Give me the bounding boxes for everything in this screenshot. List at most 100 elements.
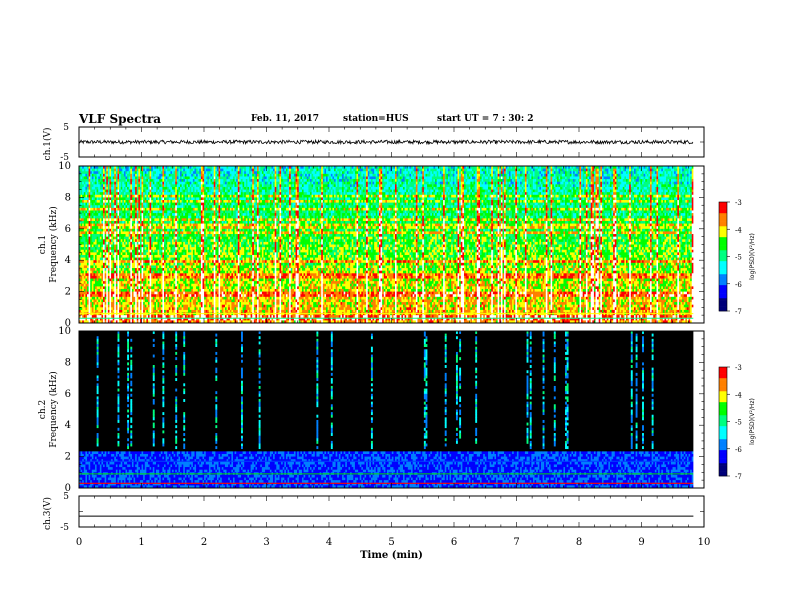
spectrogram-cell xyxy=(88,260,91,264)
spectrogram-cell xyxy=(91,304,94,308)
spectrogram-cell xyxy=(106,281,109,285)
spectrogram-cell xyxy=(83,197,86,201)
spectrogram-cell xyxy=(106,278,109,282)
y-tick-label: -5 xyxy=(60,153,69,163)
spectrogram-cell xyxy=(127,210,130,214)
spectrogram-cell xyxy=(120,304,123,308)
spectrogram-cell xyxy=(90,202,93,206)
spectrogram-cell xyxy=(125,304,128,308)
spectrogram-cell xyxy=(98,275,101,279)
spectrogram-cell xyxy=(79,262,81,266)
spectrogram-cell xyxy=(83,294,86,298)
spectrogram-cell xyxy=(123,260,126,264)
spectrogram-cell xyxy=(125,213,128,217)
spectrogram-cell xyxy=(131,200,134,203)
spectrogram-cell xyxy=(109,181,112,185)
spectrogram-cell xyxy=(96,210,99,214)
spectrogram-cell xyxy=(83,268,86,271)
spectrogram-cell xyxy=(117,220,120,224)
spectrogram-cell xyxy=(122,207,125,211)
spectrogram-cell xyxy=(96,228,99,232)
spectrogram-cell xyxy=(80,171,83,175)
spectrogram-cell xyxy=(88,231,91,235)
spectrogram-cell xyxy=(120,220,123,224)
spectrogram-cell xyxy=(99,179,102,182)
spectrogram-cell xyxy=(125,205,128,209)
spectrogram-cell xyxy=(125,257,128,261)
spectrogram-cell xyxy=(83,257,86,261)
spectrogram-cell xyxy=(111,186,113,190)
spectrogram-cell xyxy=(80,200,83,203)
spectrogram-cell xyxy=(107,247,110,251)
spectrogram-cell xyxy=(130,181,133,185)
spectrogram-cell xyxy=(98,304,101,308)
spectrogram-cell xyxy=(131,239,134,243)
spectrogram-cell xyxy=(111,283,113,287)
spectrogram-cell xyxy=(111,197,113,201)
spectrogram-cell xyxy=(127,275,130,279)
spectrogram-cell xyxy=(96,320,99,324)
spectrogram-cell xyxy=(122,239,125,243)
spectrogram-cell xyxy=(91,262,94,266)
spectrogram-cell xyxy=(111,260,113,264)
spectrogram-cell xyxy=(120,257,123,261)
spectrogram-cell xyxy=(119,202,121,206)
spectrogram-cell xyxy=(80,189,83,193)
spectrogram-cell xyxy=(88,304,91,308)
spectrogram-cell xyxy=(101,262,104,266)
spectrogram-cell xyxy=(130,304,133,308)
spectrogram-cell xyxy=(114,168,117,172)
spectrogram-cell xyxy=(82,299,85,303)
spectrogram-cell xyxy=(91,315,94,319)
spectrogram-cell xyxy=(106,168,109,172)
spectrogram-cell xyxy=(95,309,97,313)
spectrogram-cell xyxy=(120,254,123,258)
spectrogram-cell xyxy=(87,307,89,311)
spectrogram-cell xyxy=(115,244,118,248)
spectrogram-cell xyxy=(104,210,107,214)
spectrogram-cell xyxy=(85,189,88,193)
spectrogram-cell xyxy=(131,168,134,172)
spectrogram-cell xyxy=(127,171,130,175)
spectrogram-cell xyxy=(82,210,85,214)
spectrogram-cell xyxy=(99,226,102,230)
spectrogram-cell xyxy=(91,192,94,196)
spectrogram-cell xyxy=(123,254,126,258)
spectrogram-cell xyxy=(104,265,107,269)
spectrogram-cell xyxy=(117,275,120,279)
spectrogram-cell xyxy=(125,260,128,264)
spectrogram-cell xyxy=(90,168,93,172)
spectrogram-cell xyxy=(127,189,130,193)
spectrogram-cell xyxy=(131,283,134,287)
spectrogram-cell xyxy=(95,265,97,269)
spectrogram-cell xyxy=(127,192,130,196)
spectrogram-cell xyxy=(80,247,83,251)
spectrogram-cell xyxy=(99,286,102,290)
spectrogram-cell xyxy=(93,215,96,219)
spectrogram-cell xyxy=(127,302,130,305)
spectrogram-cell xyxy=(104,257,107,261)
spectrogram-cell xyxy=(87,262,89,266)
spectrogram-cell xyxy=(117,231,120,235)
spectrogram-cell xyxy=(82,281,85,285)
spectrogram-cell xyxy=(123,286,126,290)
spectrogram-cell xyxy=(83,247,86,251)
spectrogram-cell xyxy=(123,186,126,190)
spectrogram-cell xyxy=(90,265,93,269)
spectrogram-cell xyxy=(112,291,115,295)
spectrogram-cell xyxy=(96,315,99,319)
spectrogram-cell xyxy=(122,241,125,245)
spectrogram-cell xyxy=(120,228,123,232)
spectrogram-cell xyxy=(85,273,88,277)
spectrogram-cell xyxy=(131,317,134,321)
spectrogram-cell xyxy=(111,194,113,198)
spectrogram-cell xyxy=(122,320,125,324)
spectrogram-cell xyxy=(109,184,112,188)
spectrogram-cell xyxy=(95,231,97,235)
spectrogram-cell xyxy=(88,265,91,269)
spectrogram-cell xyxy=(131,262,134,266)
spectrogram-cell xyxy=(85,200,88,203)
spectrogram-cell xyxy=(112,186,115,190)
spectrogram-cell xyxy=(112,257,115,261)
spectrogram-cell xyxy=(99,320,102,324)
